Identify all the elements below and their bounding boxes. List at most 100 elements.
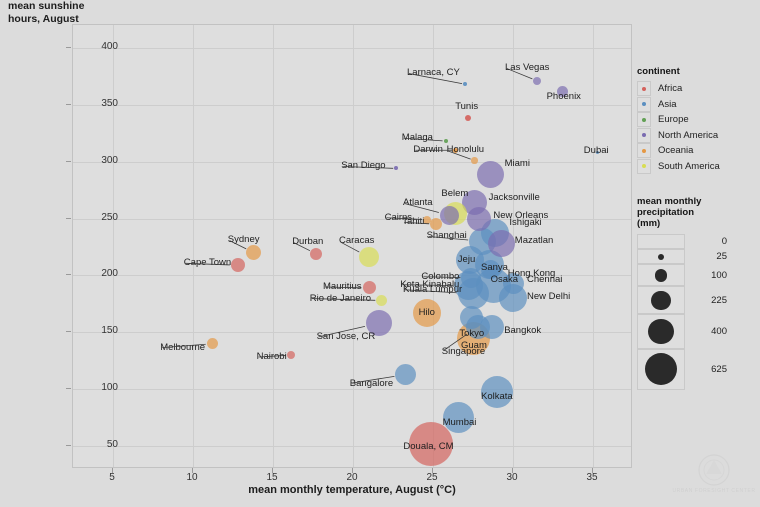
- y-tick-label: 200: [101, 268, 118, 280]
- x-tick-mark: [512, 468, 513, 473]
- data-point-bubble[interactable]: [481, 260, 501, 280]
- data-point-bubble[interactable]: [463, 82, 467, 87]
- data-point-bubble[interactable]: [443, 138, 448, 144]
- size-legend-item: 400: [637, 314, 755, 349]
- plot-area: Las Vegas Phoenix Larnaca, CY Tunis Malaga Da…: [72, 24, 632, 468]
- data-point-label: Douala, CM: [403, 440, 454, 452]
- size-legend-swatch: [637, 286, 685, 315]
- y-tick-mark: [66, 445, 71, 447]
- data-point-bubble[interactable]: [365, 310, 392, 337]
- y-axis-title: mean sunshine hours, August: [8, 0, 85, 25]
- data-point-label: Mumbai: [442, 416, 477, 428]
- legend-color-dot: [642, 117, 646, 122]
- data-point-label: San Jose, CR: [316, 331, 376, 343]
- data-point-label: Melbourne: [160, 341, 206, 353]
- gridline-horizontal: [73, 389, 631, 391]
- data-point-label: Malaga: [401, 132, 433, 144]
- continent-legend-item[interactable]: Asia: [637, 96, 749, 113]
- data-point-label: Cape Town: [183, 257, 232, 269]
- data-point-bubble[interactable]: [467, 206, 492, 231]
- size-legend-label: 225: [711, 294, 727, 306]
- size-legend-item: 225: [637, 286, 755, 315]
- data-point-bubble[interactable]: [439, 205, 459, 225]
- continent-legend-swatch: [637, 96, 651, 112]
- y-tick-mark: [66, 331, 71, 333]
- x-tick-label: 15: [266, 472, 278, 483]
- legend-color-dot: [642, 133, 646, 138]
- data-point-label: Jacksonville: [488, 191, 540, 203]
- data-point-bubble[interactable]: [488, 230, 516, 258]
- data-point-bubble[interactable]: [246, 245, 262, 261]
- data-point-bubble[interactable]: [465, 115, 472, 122]
- data-point-bubble[interactable]: [471, 157, 478, 164]
- data-point-bubble[interactable]: [557, 85, 569, 97]
- legend-color-dot: [642, 148, 646, 153]
- data-point-bubble[interactable]: [359, 247, 379, 268]
- data-point-bubble[interactable]: [461, 267, 482, 288]
- data-point-label: Tunis: [455, 101, 479, 113]
- x-tick-mark: [352, 468, 353, 473]
- size-legend-circle: [651, 290, 671, 310]
- legend-color-dot: [642, 102, 646, 107]
- data-point-bubble[interactable]: [533, 76, 541, 85]
- data-point-bubble[interactable]: [430, 218, 443, 231]
- size-legend-label: 625: [711, 363, 727, 375]
- data-point-bubble[interactable]: [452, 147, 458, 153]
- continent-legend-item[interactable]: Europe: [637, 112, 749, 128]
- gridline-horizontal: [73, 218, 631, 220]
- data-point-bubble[interactable]: [443, 402, 475, 434]
- continent-legend-item[interactable]: Oceania: [637, 143, 749, 159]
- data-point-bubble[interactable]: [481, 375, 513, 408]
- data-point-label: Tahiti: [402, 216, 425, 228]
- size-legend-item: 625: [637, 348, 755, 390]
- data-point-bubble[interactable]: [480, 314, 505, 339]
- size-legend-circle: [654, 268, 668, 282]
- x-tick-label: 25: [426, 472, 438, 483]
- size-legend-label: 400: [711, 326, 727, 338]
- data-point-label: San Diego: [341, 160, 386, 172]
- continent-legend-item[interactable]: North America: [637, 127, 749, 144]
- data-point-label: Cairns: [384, 211, 413, 223]
- x-tick-label: 30: [506, 472, 518, 483]
- data-point-bubble[interactable]: [230, 258, 245, 273]
- legend-color-dot: [642, 86, 646, 91]
- data-point-label: Kota Kinabalu: [400, 278, 460, 290]
- x-tick-label: 10: [186, 472, 198, 483]
- size-legend-item: 25: [637, 249, 755, 265]
- continent-legend-swatch: [637, 158, 651, 174]
- data-point-bubble[interactable]: [409, 421, 454, 466]
- data-point-label: Mauritius: [323, 280, 362, 292]
- size-legend-label: 25: [716, 251, 727, 263]
- data-point-bubble[interactable]: [459, 306, 483, 330]
- data-point-bubble[interactable]: [206, 338, 218, 350]
- data-point-label: Tokyo: [459, 327, 485, 339]
- y-tick-mark: [66, 274, 71, 276]
- data-point-bubble[interactable]: [394, 166, 399, 171]
- data-point-label: Caracas: [339, 235, 375, 247]
- y-tick-label: 400: [101, 40, 118, 52]
- data-point-bubble[interactable]: [596, 150, 600, 155]
- data-point-bubble[interactable]: [310, 247, 323, 260]
- data-point-bubble[interactable]: [502, 272, 524, 294]
- continent-legend-item[interactable]: Africa: [637, 81, 749, 97]
- gridline-horizontal: [73, 275, 631, 277]
- x-tick-mark: [432, 468, 433, 473]
- data-point-bubble[interactable]: [422, 215, 431, 224]
- data-point-label: Rio de Janeiro: [309, 292, 372, 304]
- y-tick-label: 300: [101, 154, 118, 166]
- continent-legend-label: Asia: [658, 98, 677, 110]
- gridline-horizontal: [73, 446, 631, 448]
- data-point-bubble[interactable]: [477, 160, 505, 188]
- data-point-label: Kuala Lumpur: [403, 283, 463, 295]
- data-point-bubble[interactable]: [362, 281, 376, 295]
- data-point-bubble[interactable]: [376, 295, 388, 306]
- size-legend-swatch: [637, 249, 685, 265]
- watermark-mark: [698, 454, 730, 486]
- data-point-bubble[interactable]: [395, 364, 417, 385]
- gridline-vertical: [593, 25, 594, 467]
- continent-legend-item[interactable]: South America: [637, 158, 749, 175]
- y-tick-label: 50: [106, 439, 118, 451]
- data-point-bubble[interactable]: [412, 299, 441, 328]
- data-point-bubble[interactable]: [286, 351, 295, 360]
- legend-color-dot: [642, 164, 646, 169]
